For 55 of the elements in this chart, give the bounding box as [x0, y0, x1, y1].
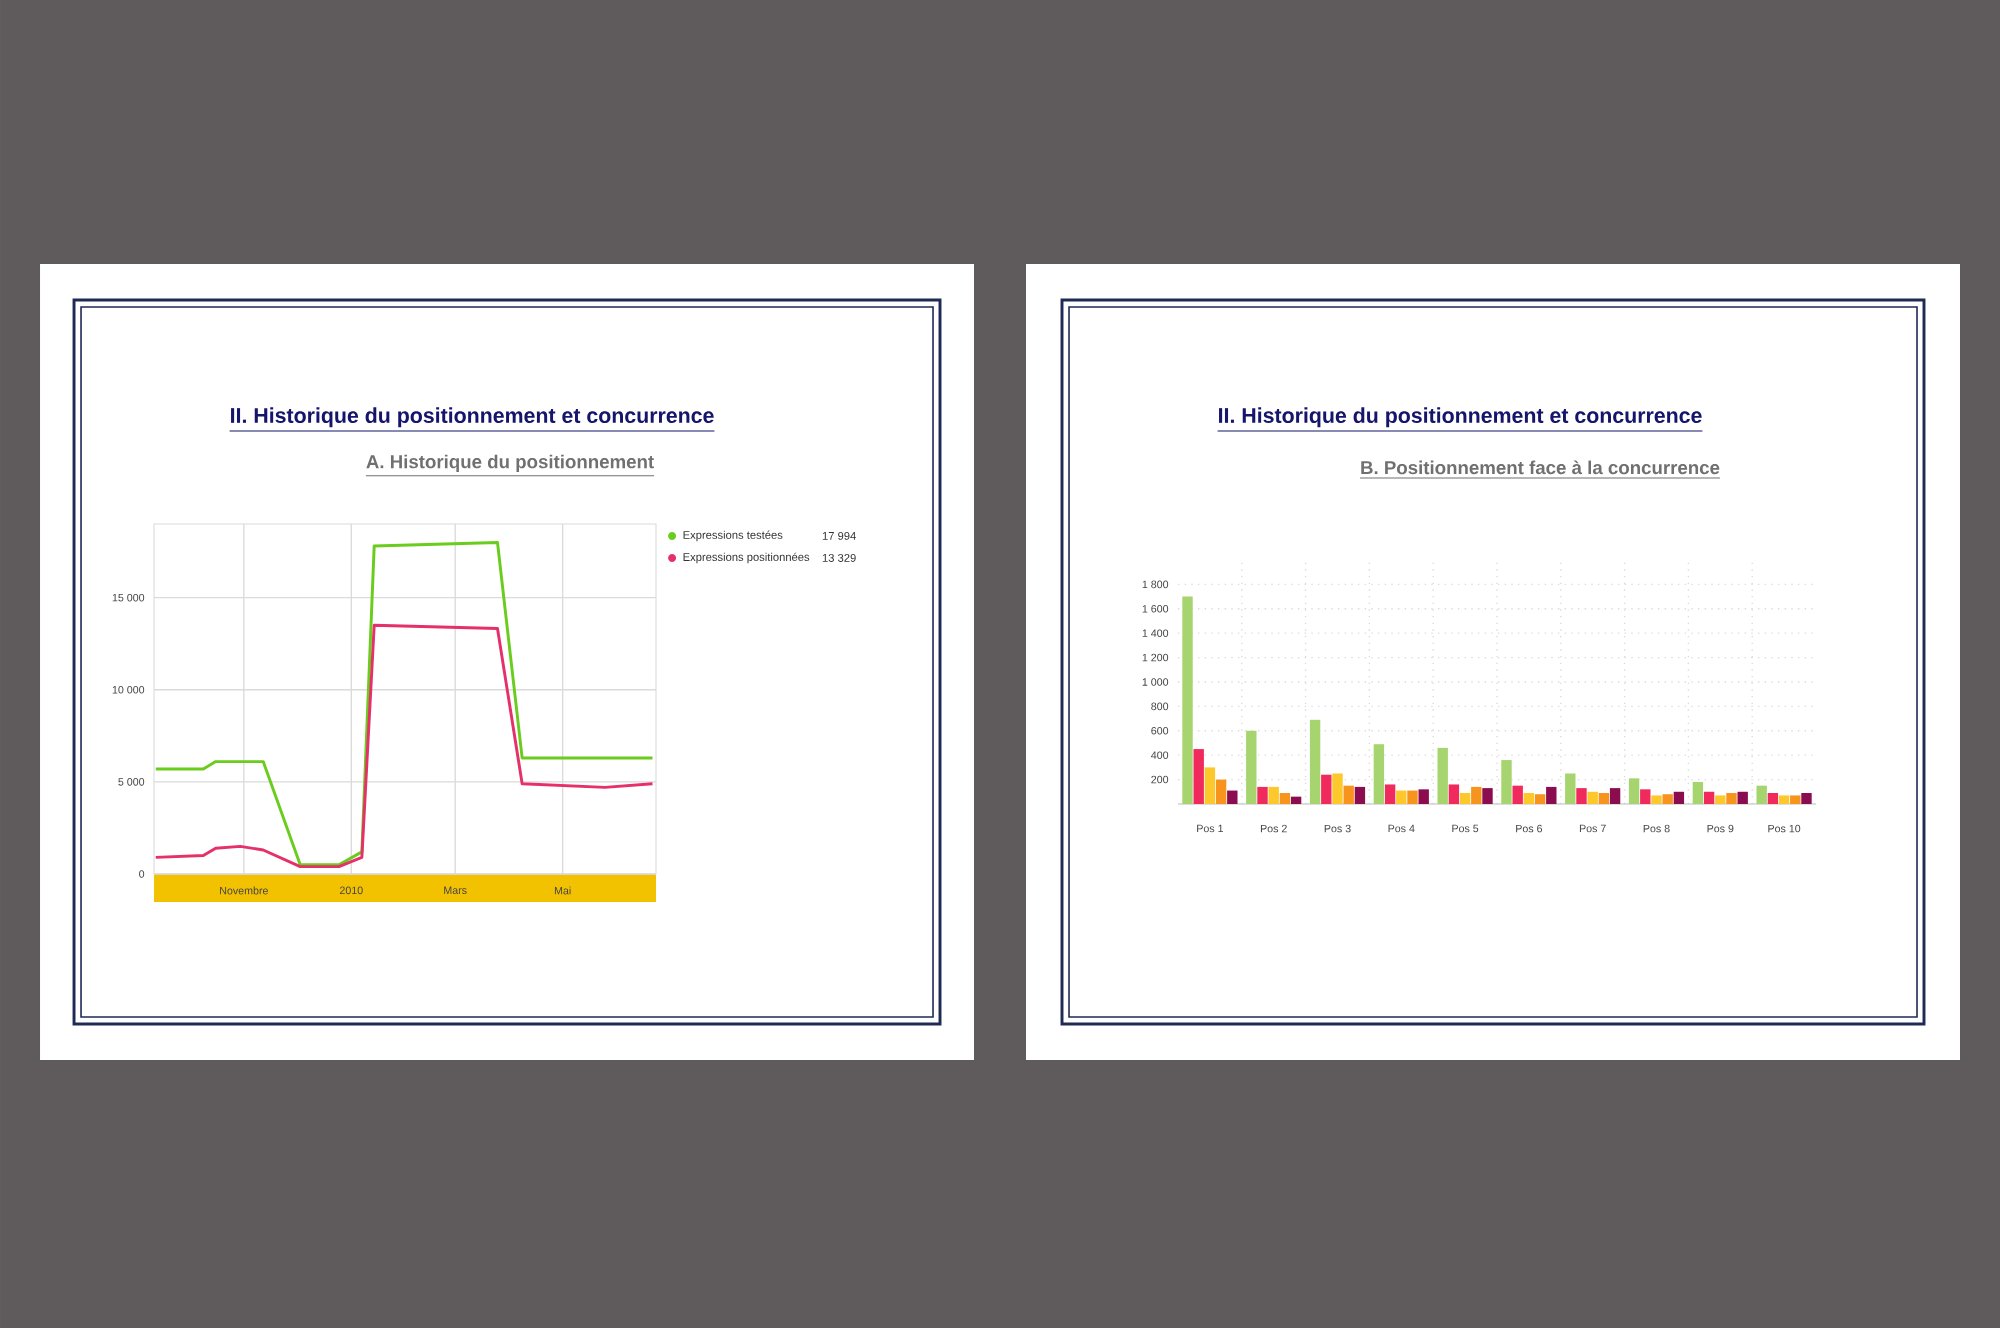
- bar: [1640, 789, 1651, 804]
- bar: [1598, 793, 1610, 804]
- bar: [1182, 596, 1193, 804]
- chart-title: II. Historique du positionnement et concurrence: [1219, 407, 1702, 428]
- bar: [1418, 789, 1429, 804]
- bar: [1332, 773, 1343, 804]
- bar: [1673, 791, 1685, 804]
- bar: [1523, 793, 1535, 804]
- line-series: [154, 623, 654, 869]
- bar: [1343, 785, 1354, 804]
- bar: [1565, 773, 1576, 804]
- bar: [1778, 795, 1790, 804]
- bar: [1790, 795, 1801, 804]
- bar: [1407, 790, 1418, 804]
- bar: [1290, 796, 1302, 804]
- bar: [1756, 785, 1767, 804]
- bar: [1737, 791, 1748, 804]
- bar: [1204, 767, 1216, 804]
- bar: [1373, 744, 1385, 804]
- bar: [1726, 793, 1737, 804]
- bar: [1715, 795, 1726, 804]
- bar: [1651, 795, 1662, 804]
- bar: [1587, 791, 1598, 804]
- bar: [1448, 784, 1460, 804]
- bar: [1437, 747, 1448, 804]
- bar: [1662, 794, 1673, 804]
- bar: [1767, 793, 1779, 804]
- bar: [1227, 790, 1238, 804]
- bar: [1321, 774, 1332, 804]
- bar: [1309, 719, 1321, 804]
- bar: [1193, 749, 1204, 804]
- bar: [1257, 786, 1268, 804]
- bar: [1692, 782, 1704, 804]
- bar: [1471, 786, 1482, 804]
- chart-title: II. Historique du positionnement et concurrence: [231, 407, 714, 428]
- bar: [1396, 790, 1407, 804]
- bar: [1609, 788, 1621, 804]
- bar: [1246, 730, 1257, 804]
- bar: [1628, 778, 1640, 804]
- bar: [1512, 785, 1523, 804]
- bar: [1482, 788, 1493, 804]
- bar: [1384, 784, 1396, 804]
- bar: [1703, 791, 1715, 804]
- bar: [1354, 786, 1366, 804]
- bar: [1459, 793, 1471, 804]
- bar: [1279, 793, 1291, 804]
- bar: [1546, 786, 1557, 804]
- bar: [1215, 779, 1227, 804]
- bar: [1534, 794, 1546, 804]
- chart-subtitle: A. Historique du positionnement: [366, 454, 654, 473]
- bar: [1268, 786, 1279, 804]
- bar: [1501, 760, 1512, 804]
- bar: [1801, 793, 1812, 804]
- chart-subtitle: B. Positionnement face à la concurrence: [1361, 460, 1720, 475]
- bar: [1576, 788, 1587, 804]
